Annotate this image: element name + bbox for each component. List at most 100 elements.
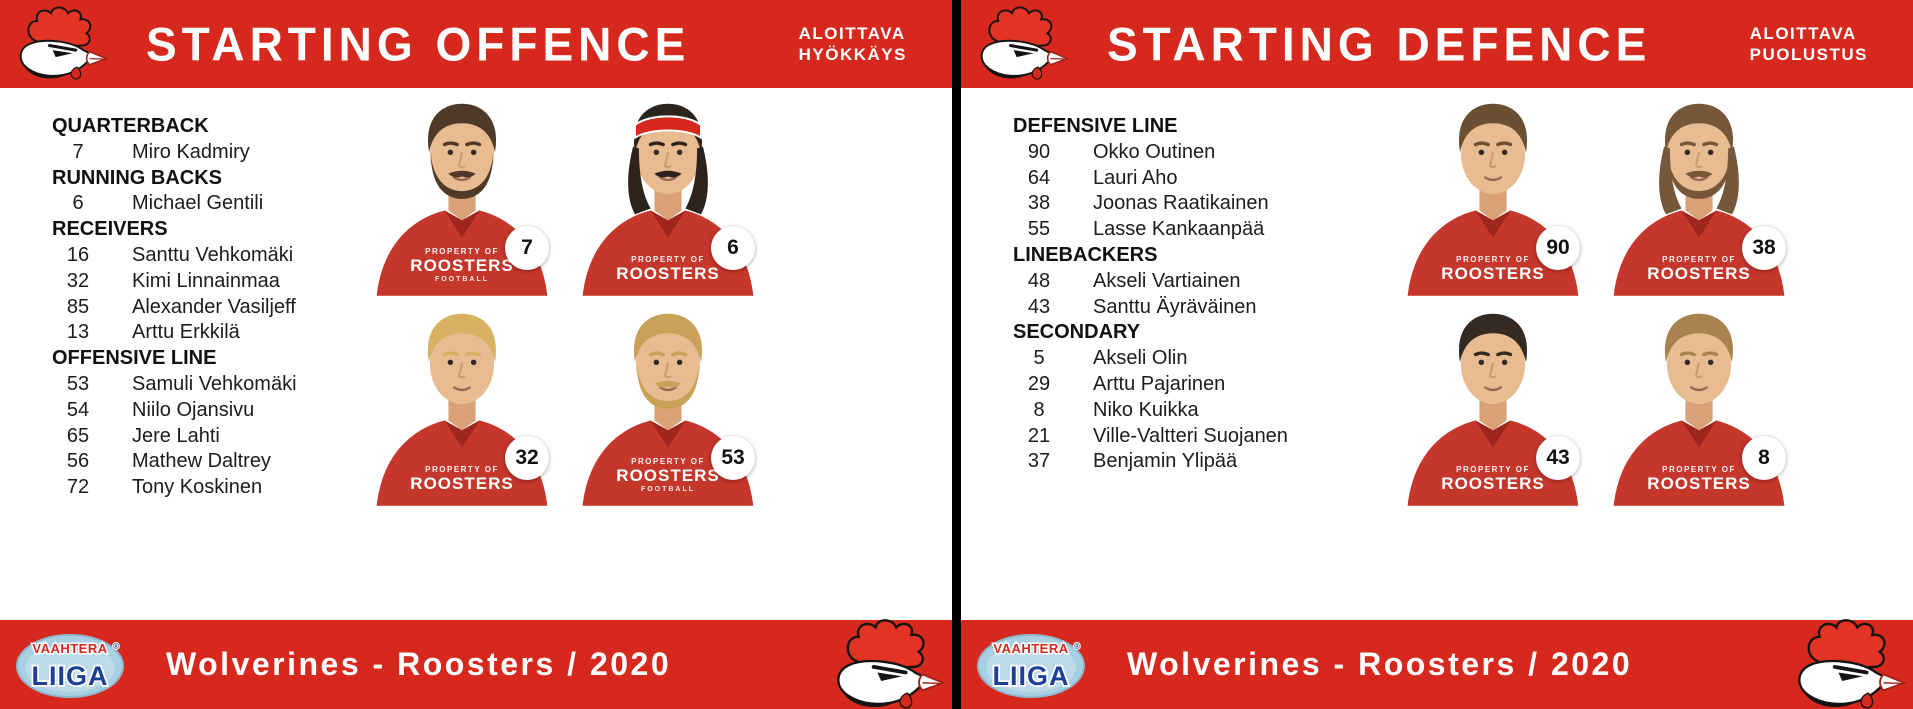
player-number: 65 [66, 424, 90, 447]
rooster-logo-icon [969, 5, 1069, 83]
player-name: Lasse Kankaanpää [1093, 218, 1265, 241]
jersey-number-badge: 32 [505, 436, 549, 480]
roster-row: 13 Arttu Erkkilä [52, 320, 952, 346]
footer-matchup-text: Wolverines - Roosters / 2020 [1127, 646, 1633, 682]
panel-divider [952, 0, 961, 709]
offence-title: STARTING OFFENCE [146, 17, 691, 71]
section-title: DEFENSIVE LINE [1013, 115, 1178, 137]
player-name: Jere Lahti [132, 424, 220, 447]
player-name: Kimi Linnainmaa [132, 269, 280, 292]
player-photo: PROPERTY OF ROOSTERS 90 [1396, 96, 1590, 296]
roster-row: 43 Santtu Äyräväinen [1013, 295, 1913, 321]
player-name: Ville-Valtteri Suojanen [1093, 424, 1288, 447]
player-name: Niko Kuikka [1093, 398, 1199, 421]
offence-subtitle-line2: HYÖKKÄYS [798, 45, 907, 64]
player-number: 43 [1027, 295, 1051, 318]
jersey-number-badge: 8 [1742, 436, 1786, 480]
defence-subtitle-line1: ALOITTAVA [1749, 24, 1857, 43]
player-number: 54 [66, 398, 90, 421]
vaahtera-liiga-logo [975, 626, 1087, 704]
player-number: 5 [1033, 347, 1045, 370]
player-photo: PROPERTY OF ROOSTERS FOOTBALL 53 [571, 306, 765, 506]
panel-offence: STARTING OFFENCE ALOITTAVA HYÖKKÄYS QUAR… [0, 0, 952, 709]
offence-header: STARTING OFFENCE ALOITTAVA HYÖKKÄYS [0, 0, 952, 88]
panel-defence: STARTING DEFENCE ALOITTAVA PUOLUSTUS DEF… [961, 0, 1913, 709]
player-name: Akseli Vartiainen [1093, 269, 1241, 292]
roster-row: 65 Jere Lahti [52, 424, 952, 450]
roster-row: 6 Michael Gentili [52, 191, 952, 217]
roster-row: 53 Samuli Vehkomäki [52, 372, 952, 398]
player-name: Alexander Vasiljeff [132, 295, 296, 318]
roster-row: 5 Akseli Olin [1013, 346, 1913, 372]
player-number: 13 [66, 321, 90, 344]
offence-body: QUARTERBACK 7 Miro Kadmiry RUNNING BACKS… [0, 88, 952, 620]
player-number: 29 [1027, 372, 1051, 395]
player-photo: PROPERTY OF ROOSTERS 6 [571, 96, 765, 296]
player-number: 64 [1027, 166, 1051, 189]
player-name: Arttu Erkkilä [132, 321, 240, 344]
section-title: LINEBACKERS [1013, 243, 1158, 266]
player-name: Arttu Pajarinen [1093, 372, 1226, 395]
player-number: 6 [72, 192, 84, 215]
roster-row: 56 Mathew Daltrey [52, 449, 952, 475]
rooster-logo-icon [8, 5, 108, 83]
player-name: Miro Kadmiry [132, 140, 250, 163]
player-number: 38 [1027, 192, 1051, 215]
player-name: Okko Outinen [1093, 140, 1216, 163]
rooster-logo-icon [1781, 618, 1909, 709]
player-number: 32 [66, 269, 90, 292]
player-photo: PROPERTY OF ROOSTERS FOOTBALL 7 [365, 96, 559, 296]
offence-photo-grid: PROPERTY OF ROOSTERS FOOTBALL 7 PROPERTY… [365, 96, 765, 506]
player-number: 90 [1027, 140, 1051, 163]
offence-footer: Wolverines - Roosters / 2020 [0, 620, 952, 709]
player-number: 37 [1027, 450, 1051, 473]
defence-subtitle-line2: PUOLUSTUS [1749, 45, 1868, 64]
section-title: RUNNING BACKS [52, 166, 222, 189]
jersey-number-badge: 43 [1536, 436, 1580, 480]
player-number: 55 [1027, 218, 1051, 241]
jersey-number-badge: 38 [1742, 226, 1786, 270]
offence-subtitle-line1: ALOITTAVA [798, 24, 906, 43]
player-name: Benjamin Ylipää [1093, 450, 1238, 473]
player-number: 53 [66, 372, 90, 395]
roster-row: 37 Benjamin Ylipää [1013, 449, 1913, 475]
player-name: Akseli Olin [1093, 347, 1188, 370]
roster-row: 16 Santtu Vehkomäki [52, 243, 952, 269]
player-name: Santtu Äyräväinen [1093, 295, 1257, 318]
defence-body: DEFENSIVE LINE 90 Okko Outinen 64 Lauri … [961, 88, 1913, 620]
offence-roster-list: QUARTERBACK 7 Miro Kadmiry RUNNING BACKS… [0, 88, 952, 501]
player-number: 21 [1027, 424, 1051, 447]
player-number: 85 [66, 295, 90, 318]
player-name: Santtu Vehkomäki [132, 243, 294, 266]
roster-row: 7 Miro Kadmiry [52, 140, 952, 166]
player-number: 48 [1027, 269, 1051, 292]
jersey-number-badge: 90 [1536, 226, 1580, 270]
defence-subtitle: ALOITTAVA PUOLUSTUS [1750, 23, 1868, 65]
roster-row: 54 Niilo Ojansivu [52, 398, 952, 424]
rooster-logo-icon [820, 618, 948, 709]
jersey-number-badge: 7 [505, 226, 549, 270]
player-number: 16 [66, 243, 90, 266]
footer-matchup-text: Wolverines - Roosters / 2020 [166, 646, 672, 682]
player-number: 72 [66, 476, 90, 499]
roster-row: 90 Okko Outinen [1013, 140, 1913, 166]
defence-roster-list: DEFENSIVE LINE 90 Okko Outinen 64 Lauri … [961, 88, 1913, 475]
player-number: 56 [66, 450, 90, 473]
player-number: 8 [1033, 398, 1045, 421]
jersey-number-badge: 53 [711, 436, 755, 480]
player-name: Michael Gentili [132, 192, 264, 215]
player-name: Niilo Ojansivu [132, 398, 255, 421]
player-name: Samuli Vehkomäki [132, 372, 297, 395]
defence-footer: Wolverines - Roosters / 2020 [961, 620, 1913, 709]
jersey-number-badge: 6 [711, 226, 755, 270]
player-photo: PROPERTY OF ROOSTERS 32 [365, 306, 559, 506]
roster-row: 29 Arttu Pajarinen [1013, 372, 1913, 398]
section-title: RECEIVERS [52, 218, 168, 241]
roster-row: 8 Niko Kuikka [1013, 398, 1913, 424]
defence-title: STARTING DEFENCE [1107, 17, 1652, 71]
defence-photo-grid: PROPERTY OF ROOSTERS 90 PROPERTY OF ROOS… [1396, 96, 1796, 506]
section-title: OFFENSIVE LINE [52, 347, 217, 370]
roster-row: 48 Akseli Vartiainen [1013, 269, 1913, 295]
player-photo: PROPERTY OF ROOSTERS 38 [1602, 96, 1796, 296]
